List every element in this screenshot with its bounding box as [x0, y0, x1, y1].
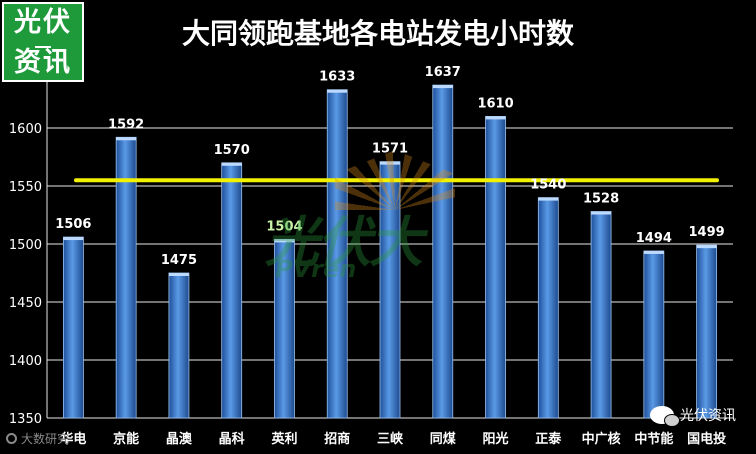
data-label: 1540 [530, 178, 566, 193]
bar-cap [696, 245, 717, 249]
data-label: 1499 [689, 225, 725, 240]
x-tick-label: 正泰 [535, 431, 562, 447]
data-label: 1475 [161, 253, 197, 268]
x-tick-label: 晶澳 [166, 431, 193, 447]
wechat-badge: 光伏资讯 [650, 405, 736, 427]
sun-icon [35, 38, 51, 48]
y-tick-label: 1400 [9, 354, 42, 369]
data-label: 1592 [108, 117, 144, 132]
data-label: 1494 [636, 231, 672, 246]
x-tick-label: 京能 [113, 431, 139, 447]
logo-line1: 光伏 [14, 7, 72, 38]
bar-cap [327, 89, 348, 93]
bar [62, 236, 84, 419]
bar-cap [538, 197, 559, 201]
bar [274, 238, 295, 419]
x-tick-label: 阳光 [483, 431, 509, 447]
y-tick-label: 1350 [9, 412, 42, 427]
bar [537, 197, 559, 419]
bar [485, 116, 506, 419]
data-label: 1570 [214, 143, 250, 158]
y-tick-label: 1600 [9, 122, 42, 137]
bar-cap [591, 211, 612, 215]
data-label: 1633 [319, 70, 355, 85]
x-tick-label: 中节能 [634, 431, 673, 447]
data-label: 1610 [477, 96, 513, 111]
bar [379, 161, 401, 419]
bar-cap [221, 162, 242, 166]
data-label: 1506 [55, 217, 91, 232]
bar-cap [380, 161, 400, 165]
wechat-label: 光伏资讯 [680, 408, 736, 424]
bottom-watermark: 大数研究 [6, 430, 69, 447]
logo-line2: 资讯 [14, 47, 72, 78]
bar-cap [485, 116, 506, 120]
x-tick-label: 招商 [324, 431, 350, 447]
x-tick-label: 晶科 [219, 431, 245, 447]
y-tick-label: 1500 [9, 238, 42, 253]
x-tick-label: 华电 [60, 431, 86, 447]
bottom-watermark-text: 大数研究 [21, 432, 70, 446]
data-label: 1571 [372, 142, 408, 157]
data-label: 1528 [583, 192, 619, 207]
bar [643, 250, 665, 419]
bar-cap [168, 273, 189, 276]
wechat-icon [650, 406, 680, 427]
brand-logo: 光伏 资讯 [2, 2, 84, 82]
ring-icon [6, 433, 17, 444]
x-tick-label: 同煤 [430, 431, 456, 447]
bar [221, 162, 243, 419]
x-tick-label: 中广核 [582, 431, 621, 447]
bar-cap [432, 85, 453, 89]
bar [696, 244, 718, 419]
x-tick-label: 三峡 [377, 431, 404, 447]
y-tick-label: 1550 [9, 180, 42, 195]
data-label: 1637 [425, 65, 461, 80]
bar [432, 84, 454, 419]
chart-title: 大同领跑基地各电站发电小时数 [181, 17, 574, 50]
bar [168, 272, 190, 419]
bar-cap [116, 137, 137, 141]
bar [590, 211, 612, 419]
data-label: 1504 [266, 219, 302, 234]
bar-cap [643, 250, 664, 254]
y-tick-label: 1450 [9, 296, 42, 311]
x-tick-label: 国电投 [687, 431, 726, 447]
x-tick-label: 英利 [270, 431, 297, 447]
bar [326, 89, 348, 419]
bar-cap [63, 237, 84, 241]
bar-cap [274, 239, 295, 243]
